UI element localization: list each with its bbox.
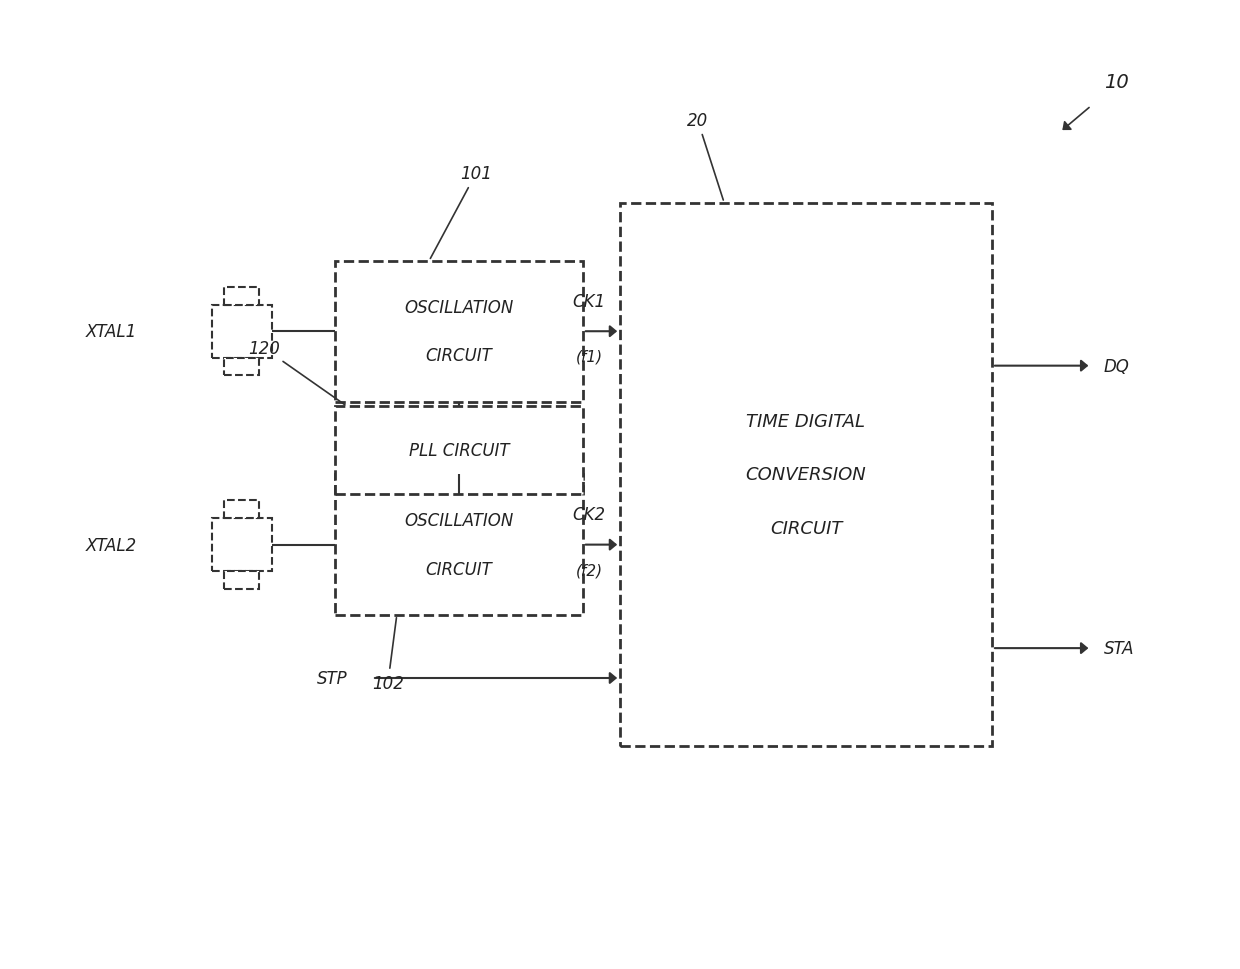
Text: CIRCUIT: CIRCUIT xyxy=(770,519,842,537)
Text: PLL CIRCUIT: PLL CIRCUIT xyxy=(408,442,510,459)
Bar xyxy=(224,359,259,376)
Text: STP: STP xyxy=(316,670,347,687)
Text: 120: 120 xyxy=(248,340,345,405)
Text: 20: 20 xyxy=(687,112,723,201)
Bar xyxy=(620,203,992,746)
Text: DQ: DQ xyxy=(1104,358,1130,375)
Text: TIME DIGITAL: TIME DIGITAL xyxy=(746,413,866,430)
Text: OSCILLATION: OSCILLATION xyxy=(404,512,513,530)
Bar xyxy=(224,288,259,305)
Text: XTAL2: XTAL2 xyxy=(86,536,138,554)
Text: 10: 10 xyxy=(1104,73,1128,92)
Text: STA: STA xyxy=(1104,640,1135,657)
Text: CIRCUIT: CIRCUIT xyxy=(425,560,492,578)
Bar xyxy=(224,572,259,589)
Text: CONVERSION: CONVERSION xyxy=(745,466,867,484)
Text: 102: 102 xyxy=(372,618,404,692)
Text: CK2: CK2 xyxy=(573,506,605,523)
Text: (f1): (f1) xyxy=(575,350,603,364)
Bar xyxy=(224,501,259,518)
Text: 101: 101 xyxy=(430,166,492,259)
Bar xyxy=(212,305,272,359)
Bar xyxy=(335,407,583,494)
Text: CIRCUIT: CIRCUIT xyxy=(425,347,492,365)
Text: (f2): (f2) xyxy=(575,562,603,578)
Bar xyxy=(335,475,583,615)
Bar xyxy=(335,262,583,402)
Text: CK1: CK1 xyxy=(573,293,605,311)
Bar xyxy=(212,518,272,572)
Text: XTAL1: XTAL1 xyxy=(86,323,138,341)
Text: OSCILLATION: OSCILLATION xyxy=(404,298,513,317)
